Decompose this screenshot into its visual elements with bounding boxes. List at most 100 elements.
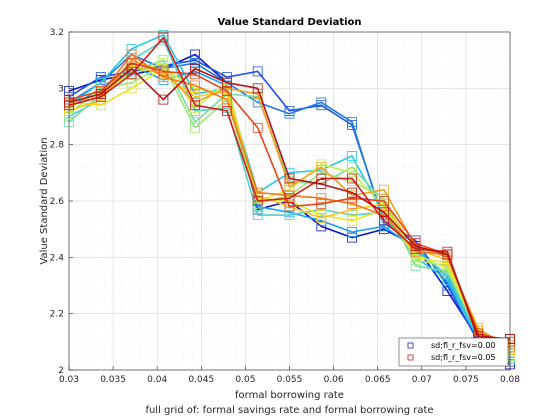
data-point [190, 122, 201, 133]
y-tick-label: 3 [58, 84, 64, 94]
data-point [347, 227, 358, 237]
x-tick-label: 0.07 [412, 375, 432, 385]
data-point [410, 241, 421, 252]
data-point [126, 69, 137, 80]
data-point [347, 150, 358, 161]
data-point [347, 232, 358, 243]
x-tick-label: 0.045 [188, 375, 214, 385]
x-axis-label: formal borrowing rate [235, 390, 344, 401]
y-axis-label: Value Standard Deviation [39, 137, 50, 264]
data-point [378, 196, 389, 206]
data-point [347, 198, 358, 209]
y-tick-label: 2.4 [50, 253, 65, 263]
data-point [347, 167, 358, 178]
data-point [316, 204, 327, 215]
data-point [347, 215, 358, 226]
data-point [190, 100, 201, 111]
data-point [252, 66, 263, 77]
y-tick-label: 2 [58, 366, 64, 376]
y-tick-label: 2.6 [50, 197, 65, 207]
y-tick-label: 3.2 [50, 28, 64, 38]
data-point [221, 72, 232, 82]
data-point [126, 44, 137, 54]
data-point [284, 173, 295, 184]
data-point [316, 167, 327, 178]
data-point [221, 106, 232, 116]
data-point [347, 193, 358, 204]
data-point [378, 207, 389, 218]
data-point [158, 66, 169, 77]
data-point [221, 86, 232, 96]
legend-box [398, 337, 509, 367]
y-tick-label: 2.2 [50, 310, 64, 320]
legend: sd;fl_r_fsv=0.00 sd;fl_r_fsv=0.05 [398, 337, 509, 367]
data-point [95, 100, 106, 111]
x-tick-label: 0.03 [59, 375, 79, 385]
data-point [221, 77, 232, 88]
data-point [442, 249, 453, 260]
data-point [316, 221, 327, 232]
data-point [221, 94, 232, 105]
data-point [316, 193, 327, 204]
data-point [347, 162, 358, 173]
data-point [252, 196, 263, 206]
x-tick-label: 0.075 [453, 375, 479, 385]
series-line [68, 39, 511, 360]
legend-marker-2 [407, 354, 414, 361]
data-point [95, 77, 106, 88]
data-point [347, 204, 358, 215]
data-point [95, 89, 106, 99]
data-point [126, 49, 137, 60]
y-tick-label: 2.8 [50, 141, 65, 151]
legend-entry-2: sd;fl_r_fsv=0.05 [431, 353, 496, 362]
data-point [378, 184, 389, 195]
data-point [316, 173, 327, 184]
chart-title: Value Standard Deviation [217, 17, 361, 28]
data-point [347, 187, 358, 198]
ticks: 0.03 0.035 0.04 0.045 0.05 0.055 0.06 0.065 0.07… [50, 28, 521, 385]
data-point [284, 201, 295, 212]
x-tick-label: 0.065 [365, 375, 391, 385]
x-axis-label-secondary: full grid of: formal savings rate and fo… [145, 405, 433, 416]
x-tick-label: 0.05 [235, 375, 255, 385]
series-line [68, 67, 511, 349]
data-point [190, 63, 201, 74]
data-point [158, 58, 169, 68]
data-point [316, 179, 327, 190]
x-tick-label: 0.055 [277, 375, 303, 385]
legend-entry-1: sd;fl_r_fsv=0.00 [431, 341, 496, 350]
data-point [410, 260, 421, 271]
data-point [252, 210, 263, 221]
data-point [126, 83, 137, 94]
data-point [316, 162, 327, 173]
data-point [284, 210, 295, 221]
data-point [158, 94, 169, 105]
series-line [68, 62, 511, 357]
series-line [68, 33, 511, 354]
data-point [190, 69, 201, 80]
data-point [252, 187, 263, 198]
data-point [378, 215, 389, 226]
x-tick-label: 0.035 [100, 375, 126, 385]
data-point [316, 97, 327, 108]
x-tick-label: 0.06 [324, 375, 344, 385]
data-point [284, 193, 295, 204]
data-point [410, 252, 421, 263]
data-point [190, 49, 201, 60]
data-point [347, 173, 358, 184]
series-line [68, 67, 511, 340]
data-point [252, 83, 263, 94]
data-point [284, 181, 295, 192]
x-tick-label: 0.04 [147, 375, 167, 385]
series-line [68, 59, 511, 354]
data-point [378, 221, 389, 232]
data-point [126, 58, 137, 68]
data-point [316, 198, 327, 209]
series-line [68, 36, 510, 340]
data-point [252, 122, 263, 133]
data-point [158, 32, 169, 43]
data-point [316, 212, 327, 223]
data-point [347, 117, 358, 127]
data-point [284, 108, 295, 119]
data-point [126, 63, 137, 74]
